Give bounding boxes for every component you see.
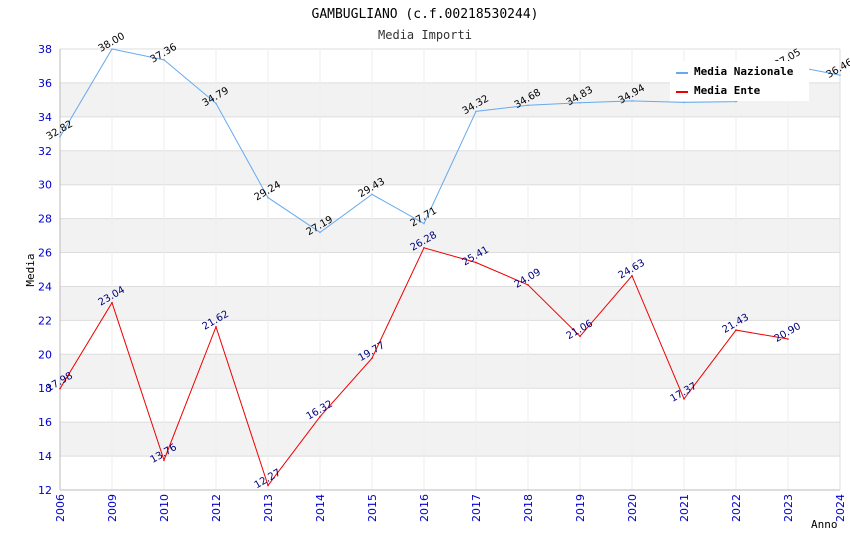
data-point-media-nazionale [215, 102, 217, 105]
x-tick-label: 2022 [730, 494, 743, 522]
data-point-media-ente [787, 338, 789, 340]
grid-band [60, 354, 840, 389]
data-point-media-ente [371, 357, 373, 360]
x-tick-label: 2024 [834, 494, 847, 522]
y-tick-labels: 12 14 16 18 20 22 24 26 28 30 32 34 36 38 [38, 43, 52, 497]
legend-label-media-nazionale: Media Nazionale [694, 65, 794, 78]
x-tick-label: 2018 [522, 494, 535, 522]
x-tick-label: 2014 [314, 494, 327, 522]
data-point-media-nazionale [423, 222, 425, 225]
data-point-media-ente [579, 335, 581, 338]
y-tick-label: 26 [38, 247, 52, 260]
x-tick-label: 2009 [106, 494, 119, 522]
chart-subtitle: Media Importi [378, 28, 472, 42]
data-point-media-ente [683, 398, 685, 400]
grid-band [60, 218, 840, 253]
x-tick-label: 2016 [418, 494, 431, 522]
y-tick-label: 28 [38, 213, 52, 226]
data-point-media-ente [267, 484, 269, 487]
y-tick-label: 14 [38, 450, 52, 463]
data-point-media-nazionale [319, 231, 321, 234]
data-point-media-nazionale [631, 100, 633, 102]
y-tick-label: 24 [38, 280, 52, 293]
x-tick-label: 2023 [782, 494, 795, 522]
data-point-media-ente [527, 284, 529, 286]
x-tick-label: 2013 [262, 494, 275, 522]
x-tick-label: 2021 [678, 494, 691, 522]
data-point-media-nazionale [371, 193, 373, 196]
x-tick-label: 2017 [470, 494, 483, 522]
series-line-media-nazionale [59, 48, 841, 234]
data-point-media-nazionale [579, 101, 581, 104]
data-point-media-ente [475, 261, 477, 264]
x-tick-label: 2019 [574, 494, 587, 522]
axes [59, 49, 841, 491]
series-lines [59, 48, 841, 487]
x-axis-label: Anno [811, 518, 838, 531]
grid-band [60, 286, 840, 321]
y-tick-label: 22 [38, 314, 52, 327]
data-point-media-ente [215, 326, 217, 328]
legend-box [670, 61, 809, 101]
data-point-media-ente [319, 415, 321, 418]
data-point-media-ente [59, 387, 61, 390]
y-tick-label: 38 [38, 43, 52, 56]
x-tick-labels: 2006 2009 2010 2012 2013 2014 2015 2016 2017 2018… [54, 494, 847, 522]
chart-title: GAMBUGLIANO (c.f.00218530244) [312, 7, 539, 22]
data-point-media-ente [631, 274, 633, 277]
data-point-media-ente [163, 459, 165, 461]
x-tick-label: 2020 [626, 494, 639, 522]
data-point-media-ente [111, 301, 113, 304]
data-point-media-ente [423, 246, 425, 249]
legend: Media Nazionale Media Ente [670, 61, 809, 101]
data-point-media-nazionale [163, 59, 165, 61]
data-point-media-nazionale [683, 101, 685, 104]
x-tick-label: 2010 [158, 494, 171, 522]
x-tick-label: 2015 [366, 494, 379, 522]
data-point-media-ente [735, 329, 737, 331]
data-point-media-nazionale [839, 74, 841, 76]
legend-label-media-ente: Media Ente [694, 84, 761, 97]
y-tick-label: 30 [38, 179, 52, 192]
y-tick-label: 16 [38, 416, 52, 429]
y-tick-label: 20 [38, 348, 52, 361]
x-tick-label: 2012 [210, 494, 223, 522]
y-tick-label: 18 [38, 382, 52, 395]
y-tick-label: 34 [38, 111, 52, 124]
x-tick-label: 2006 [54, 494, 67, 522]
data-label-media-nazionale: 36.46 [825, 57, 850, 81]
data-point-media-nazionale [59, 136, 61, 138]
data-point-media-nazionale [111, 48, 113, 50]
grid-band [60, 422, 840, 457]
grid-bands [59, 48, 841, 491]
data-point-media-nazionale [735, 100, 737, 103]
data-point-media-nazionale [267, 196, 269, 199]
y-tick-label: 36 [38, 77, 52, 90]
y-tick-label: 12 [38, 484, 52, 497]
data-point-media-nazionale [527, 104, 529, 107]
y-tick-label: 32 [38, 145, 52, 158]
y-axis-label: Media [24, 253, 37, 286]
data-point-media-nazionale [475, 110, 477, 113]
